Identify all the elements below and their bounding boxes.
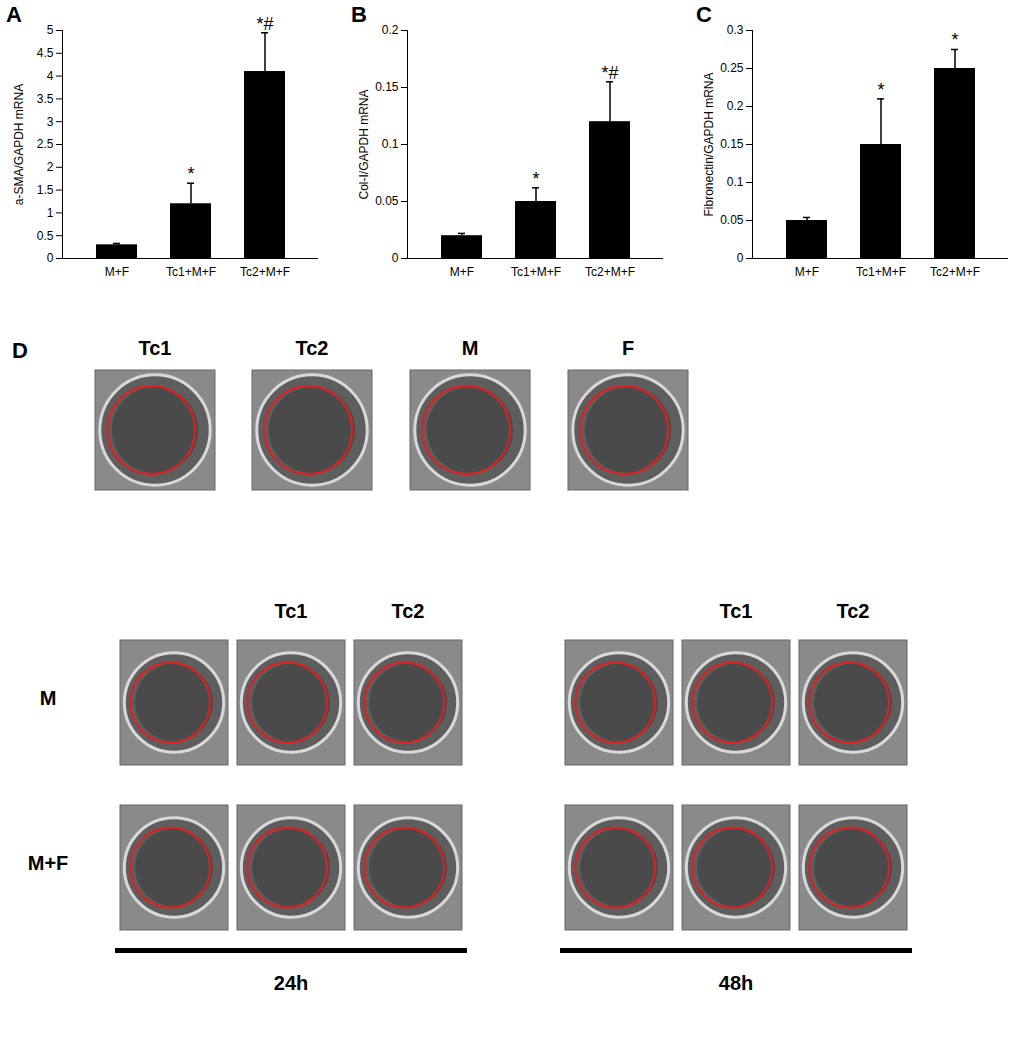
svg-text:4: 4 — [47, 69, 54, 83]
svg-text:Tc1: Tc1 — [275, 600, 308, 622]
svg-text:M+F: M+F — [28, 852, 69, 874]
svg-text:1.5: 1.5 — [37, 183, 54, 197]
svg-text:0.3: 0.3 — [727, 23, 744, 37]
svg-text:D: D — [12, 338, 28, 363]
svg-text:0.2: 0.2 — [727, 99, 744, 113]
svg-text:Fibronectin/GAPDH mRNA: Fibronectin/GAPDH mRNA — [702, 72, 716, 216]
svg-text:24h: 24h — [274, 972, 308, 994]
html-text:A: A — [6, 2, 22, 27]
svg-text:3.5: 3.5 — [37, 92, 54, 106]
svg-text:0: 0 — [392, 251, 399, 265]
svg-text:F: F — [622, 337, 634, 359]
svg-text:M: M — [462, 337, 479, 359]
svg-text:a-SMA/GAPDH mRNA: a-SMA/GAPDH mRNA — [12, 84, 26, 205]
svg-text:M: M — [40, 687, 57, 709]
svg-text:0.05: 0.05 — [720, 213, 744, 227]
svg-text:0: 0 — [47, 251, 54, 265]
html-text:B: B — [351, 2, 367, 27]
svg-text:2.5: 2.5 — [37, 137, 54, 151]
svg-text:0.15: 0.15 — [375, 80, 399, 94]
svg-text:0.1: 0.1 — [382, 137, 399, 151]
svg-text:Tc2: Tc2 — [837, 600, 870, 622]
svg-text:Tc1+M+F: Tc1+M+F — [511, 265, 561, 279]
svg-text:Col-I/GAPDH mRNA: Col-I/GAPDH mRNA — [357, 89, 371, 199]
html-text:C: C — [696, 2, 712, 27]
svg-text:*: * — [951, 30, 958, 50]
svg-text:Tc2+M+F: Tc2+M+F — [930, 265, 980, 279]
svg-text:Tc2: Tc2 — [392, 600, 425, 622]
svg-text:M+F: M+F — [795, 265, 819, 279]
svg-text:Tc1+M+F: Tc1+M+F — [856, 265, 906, 279]
svg-text:*: * — [187, 164, 194, 184]
svg-text:M+F: M+F — [450, 265, 474, 279]
svg-text:5: 5 — [47, 23, 54, 37]
svg-text:2: 2 — [47, 160, 54, 174]
svg-text:0.05: 0.05 — [375, 194, 399, 208]
svg-text:0.2: 0.2 — [382, 23, 399, 37]
svg-text:0: 0 — [737, 251, 744, 265]
svg-text:Tc1: Tc1 — [139, 337, 172, 359]
svg-text:0.25: 0.25 — [720, 61, 744, 75]
svg-text:M+F: M+F — [105, 265, 129, 279]
svg-text:3: 3 — [47, 115, 54, 129]
svg-text:*: * — [532, 169, 539, 189]
svg-text:Tc2: Tc2 — [296, 337, 329, 359]
svg-text:1: 1 — [47, 206, 54, 220]
svg-text:0.15: 0.15 — [720, 137, 744, 151]
svg-text:Tc1: Tc1 — [720, 600, 753, 622]
svg-text:Tc2+M+F: Tc2+M+F — [585, 265, 635, 279]
svg-text:*#: *# — [601, 63, 618, 83]
svg-text:*: * — [877, 80, 884, 100]
svg-text:*#: *# — [256, 14, 273, 34]
svg-text:48h: 48h — [719, 972, 753, 994]
svg-text:4.5: 4.5 — [37, 46, 54, 60]
svg-text:0.5: 0.5 — [37, 229, 54, 243]
svg-text:Tc1+M+F: Tc1+M+F — [166, 265, 216, 279]
svg-text:Tc2+M+F: Tc2+M+F — [240, 265, 290, 279]
svg-text:0.1: 0.1 — [727, 175, 744, 189]
